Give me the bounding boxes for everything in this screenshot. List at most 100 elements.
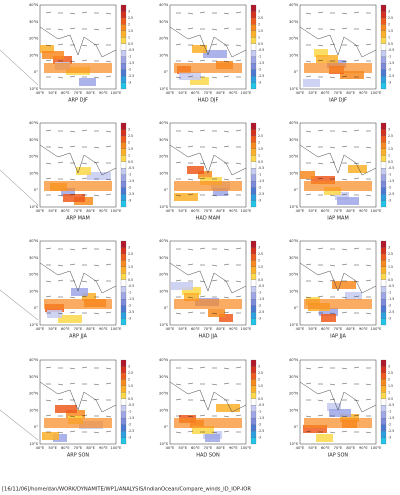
wind-vector <box>81 399 88 402</box>
colorbar-segment <box>250 135 257 143</box>
colorbar-label: -3 <box>128 81 131 85</box>
wind-vector <box>211 43 218 46</box>
wind-vector <box>175 194 182 197</box>
wind-vector <box>187 145 194 148</box>
y-tick-label: 10°S <box>159 323 168 327</box>
colorbar-label: 3 <box>128 127 130 131</box>
colorbar-label: 2.5 <box>388 16 393 20</box>
wind-vector <box>105 382 112 385</box>
colorbar-segment <box>380 437 387 445</box>
wind-vector <box>317 247 324 250</box>
margin-lines <box>0 49 39 441</box>
wind-vector <box>365 146 372 149</box>
colorbar-segment <box>120 168 127 175</box>
wind-vector <box>223 248 230 251</box>
colorbar-label: -0.5 <box>128 284 134 288</box>
colorbar-segment <box>250 385 257 393</box>
wind-vector <box>57 312 64 315</box>
field-patch <box>61 188 75 196</box>
colorbar-label: -1.5 <box>388 416 394 420</box>
y-tick-label: 10°N <box>289 53 298 57</box>
x-tick-label: 90°E <box>229 209 238 213</box>
wind-vector <box>353 177 360 180</box>
wind-vector <box>69 130 76 133</box>
panel-label: IAP SON <box>328 453 349 459</box>
colorbar-label: -2.5 <box>388 310 394 314</box>
wind-vector <box>223 145 230 148</box>
coastline <box>39 26 117 58</box>
colorbar-label: -2.5 <box>128 310 134 314</box>
colorbar-segment <box>380 253 387 261</box>
colorbar-segment <box>120 82 127 90</box>
colorbar-segment <box>380 299 387 306</box>
wind-vector <box>365 383 372 386</box>
field-patch <box>55 405 77 413</box>
field-patch <box>192 45 207 53</box>
colorbar-segment <box>120 161 127 169</box>
colorbar-segment <box>120 366 127 374</box>
wind-vector <box>317 44 324 47</box>
field-band <box>44 181 112 191</box>
colorbar-label: -1.5 <box>258 297 264 301</box>
wind-vector <box>175 312 182 315</box>
coastline <box>299 144 377 176</box>
colorbar-label: 1.5 <box>258 29 263 33</box>
colorbar-label: 1 <box>258 390 260 394</box>
colorbar-label: 0.5 <box>128 160 133 164</box>
x-tick-label: 60°E <box>191 209 200 213</box>
colorbar-label: -2 <box>128 304 131 308</box>
field-patch <box>187 166 204 174</box>
colorbar-segment <box>250 411 257 419</box>
colorbar-label: -2 <box>388 304 391 308</box>
panel: 40°E 50°E 60°E 70°E 80°E 90°E 100°E40°N30°N20°… <box>289 3 394 104</box>
colorbar-label: 0.5 <box>128 278 133 282</box>
y-tick-label: 30°N <box>159 375 168 379</box>
field-patch <box>58 315 82 323</box>
wind-vector <box>211 194 218 197</box>
colorbar-label: 2 <box>258 22 260 26</box>
wind-vector <box>187 12 194 15</box>
wind-vector <box>317 366 324 369</box>
x-tick-label: 70°E <box>74 91 83 95</box>
wind-vector <box>187 263 194 266</box>
colorbar-segment <box>120 286 127 293</box>
coastline <box>299 262 377 294</box>
x-tick-label: 100°E <box>371 446 383 450</box>
colorbar-segment <box>250 286 257 293</box>
wind-vector <box>353 162 360 165</box>
wind-vector <box>329 431 336 434</box>
panel-label: HAD JJA <box>199 334 218 340</box>
colorbar-label: -3 <box>258 199 261 203</box>
wind-vector <box>105 130 112 133</box>
colorbar-label: -2.5 <box>258 429 264 433</box>
panel: 40°E 50°E 60°E 70°E 80°E 90°E 100°E40°N30°N20°… <box>29 121 134 222</box>
x-tick-label: 50°E <box>308 327 317 331</box>
colorbar-label: 3 <box>258 245 260 249</box>
colorbar-label: -1 <box>128 291 131 295</box>
y-tick-label: 10°S <box>159 205 168 209</box>
wind-vector <box>187 430 194 433</box>
field-patch <box>316 434 333 442</box>
colorbar-label: 3 <box>258 364 260 368</box>
colorbar-segment <box>120 247 127 255</box>
wind-vector <box>57 264 64 267</box>
colorbar-segment <box>250 56 257 64</box>
y-tick-label: 30°N <box>159 256 168 260</box>
wind-vector <box>175 398 182 401</box>
field-patch <box>335 192 349 200</box>
field-patch <box>321 314 336 322</box>
colorbar-segment <box>120 418 127 425</box>
x-tick-label: 100°E <box>371 209 383 213</box>
colorbar-segment <box>380 30 387 38</box>
wind-vector <box>57 431 64 434</box>
colorbar-segment <box>120 279 127 287</box>
colorbar-label: -1.5 <box>128 61 134 65</box>
colorbar-segment <box>380 260 387 267</box>
colorbar-segment <box>250 155 257 162</box>
y-tick-label: 10°N <box>29 289 38 293</box>
y-tick-label: 40°N <box>289 3 298 7</box>
wind-vector <box>317 129 324 132</box>
colorbar-label: 1.5 <box>258 384 263 388</box>
colorbar-label: 1 <box>388 153 390 157</box>
y-tick-label: 20°N <box>29 273 38 277</box>
